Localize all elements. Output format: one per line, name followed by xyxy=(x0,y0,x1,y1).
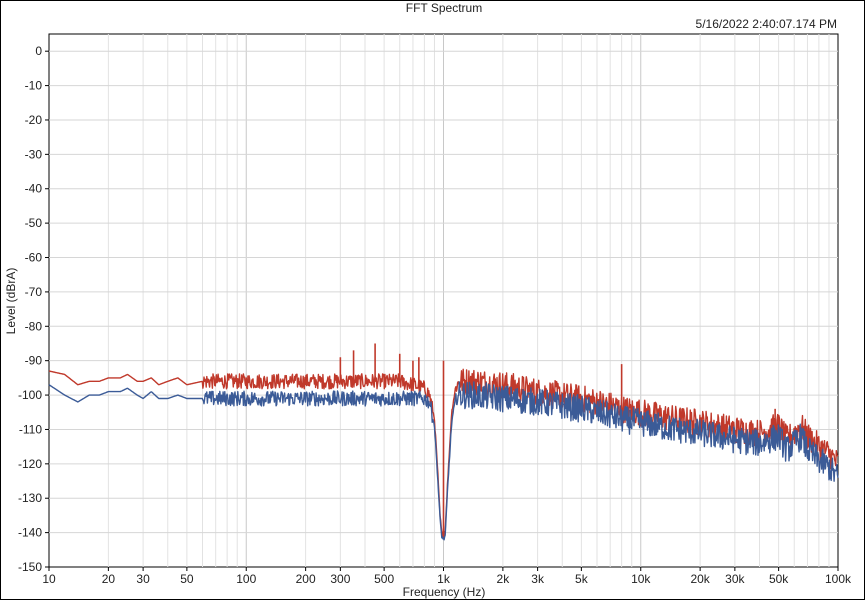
x-tick-label: 300 xyxy=(330,572,350,586)
y-axis-ticks: 0 -10 -20 -30 -40 -50 -60 -70 -80 -90 -100 -110 -120… xyxy=(18,44,49,574)
y-tick-label: -130 xyxy=(18,491,42,505)
y-tick-label: -50 xyxy=(25,216,43,230)
y-tick-label: -150 xyxy=(18,560,42,574)
x-tick-label: 30k xyxy=(725,572,745,586)
y-tick-label: -90 xyxy=(25,354,43,368)
x-tick-label: 10k xyxy=(631,572,651,586)
x-tick-label: 10 xyxy=(42,572,56,586)
x-axis-label: Frequency (Hz) xyxy=(403,585,486,599)
y-tick-label: -10 xyxy=(25,79,43,93)
x-tick-label: 100k xyxy=(825,572,852,586)
chart-title: FFT Spectrum xyxy=(406,1,482,15)
x-tick-label: 50k xyxy=(769,572,789,586)
series-layer xyxy=(48,368,839,541)
series-line-1 xyxy=(48,381,839,541)
y-axis-label: Level (dBrA) xyxy=(4,268,18,335)
y-tick-label: -120 xyxy=(18,457,42,471)
y-tick-label: -60 xyxy=(25,251,43,265)
x-tick-label: 1k xyxy=(437,572,451,586)
y-tick-label: 0 xyxy=(35,44,42,58)
x-tick-label: 30 xyxy=(136,572,150,586)
timestamp: 5/16/2022 2:40:07.174 PM xyxy=(696,17,837,31)
x-tick-label: 20k xyxy=(690,572,710,586)
y-tick-label: -30 xyxy=(25,147,43,161)
y-tick-label: -80 xyxy=(25,319,43,333)
y-tick-label: -40 xyxy=(25,182,43,196)
x-tick-label: 500 xyxy=(374,572,394,586)
grid xyxy=(49,34,838,567)
x-tick-label: 5k xyxy=(575,572,589,586)
y-tick-label: -20 xyxy=(25,113,43,127)
x-tick-label: 200 xyxy=(296,572,316,586)
x-tick-label: 2k xyxy=(497,572,511,586)
x-tick-label: 20 xyxy=(102,572,116,586)
y-tick-label: -70 xyxy=(25,285,43,299)
peak-layer xyxy=(339,343,776,537)
y-tick-label: -140 xyxy=(18,526,42,540)
x-tick-label: 50 xyxy=(180,572,194,586)
x-tick-label: 3k xyxy=(531,572,545,586)
y-tick-label: -100 xyxy=(18,388,42,402)
x-tick-label: 100 xyxy=(236,572,256,586)
y-tick-label: -110 xyxy=(19,422,42,436)
x-axis-ticks: 10 20 30 50 100 200 300 500 1k 2k 3k 5k 10k 20k 30k 50k… xyxy=(42,567,852,586)
